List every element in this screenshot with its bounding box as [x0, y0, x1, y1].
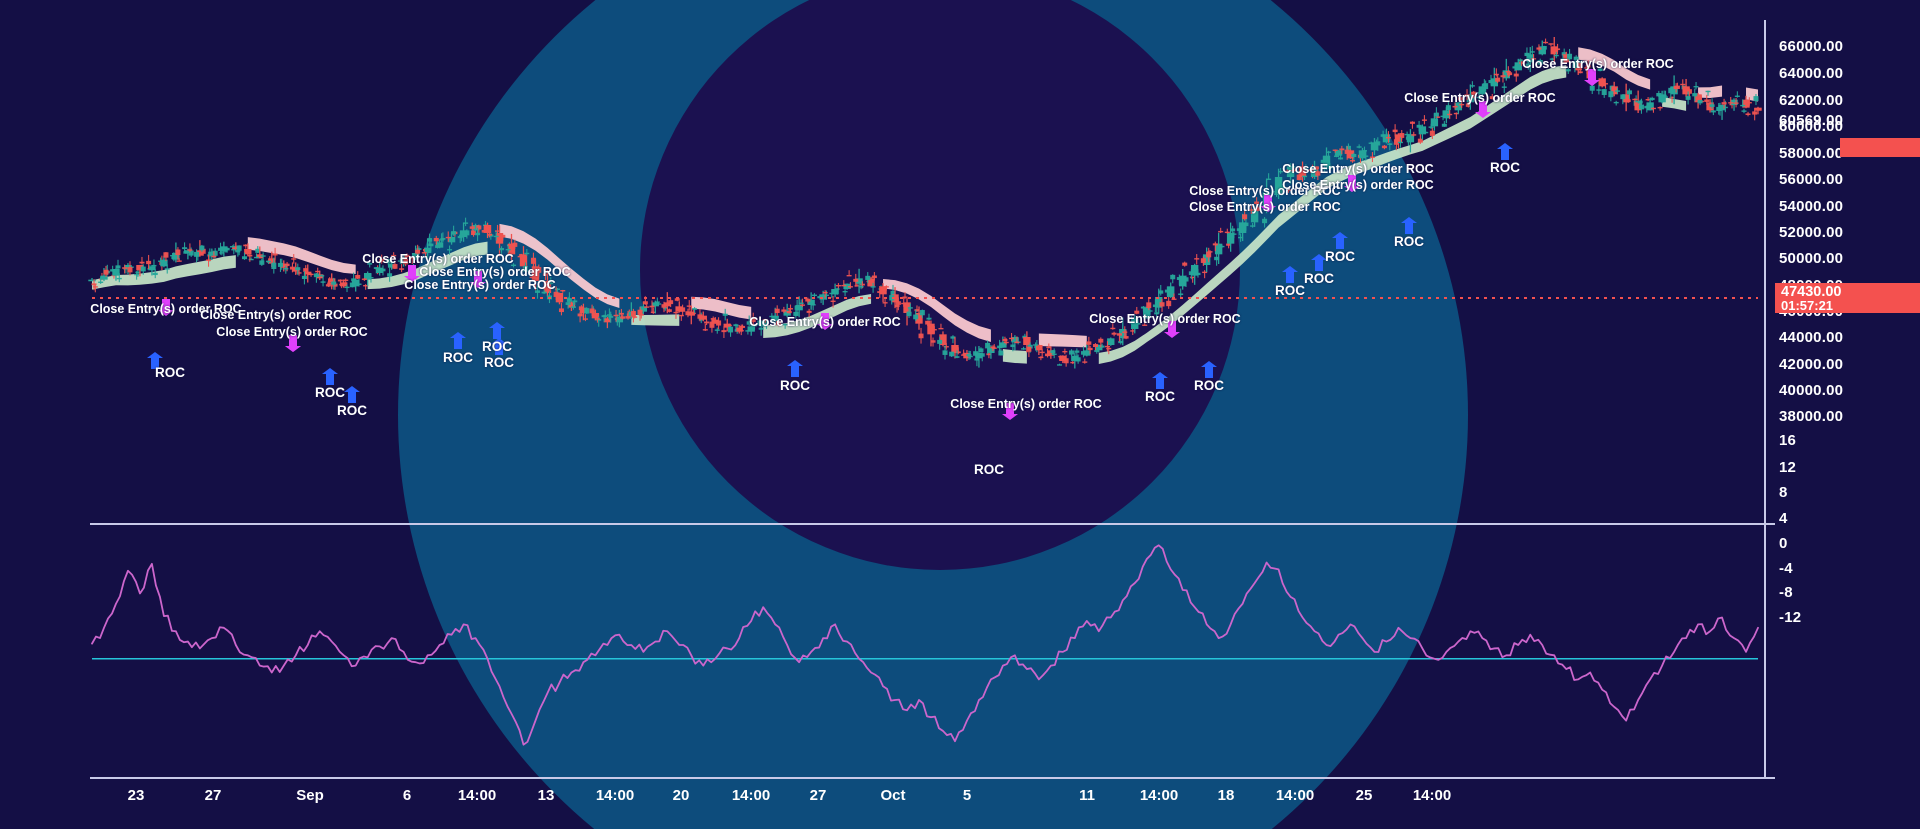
roc-annotation: ROC	[482, 339, 512, 354]
price-axis-tick: 56000.00	[1779, 171, 1844, 188]
time-axis-tick: 5	[962, 787, 972, 804]
price-axis-tick: 38000.00	[1779, 408, 1844, 425]
roc-annotation: ROC	[337, 403, 367, 418]
time-axis-tick: 14:00	[731, 787, 771, 804]
roc-axis-tick: 12	[1779, 459, 1797, 476]
price-axis-tick: 60000.00	[1779, 118, 1844, 135]
close-entry-annotation: Close Entry(s) order ROC	[1282, 178, 1434, 192]
price-axis-tick: 54000.00	[1779, 198, 1844, 215]
time-axis-tick: 14:00	[1412, 787, 1452, 804]
current-price-value: 47430.00	[1781, 284, 1842, 300]
roc-annotation: ROC	[1394, 234, 1424, 249]
close-entry-annotation: Close Entry(s) order ROC	[200, 308, 352, 322]
time-axis-tick: 23	[127, 787, 145, 804]
close-entry-annotation: Close Entry(s) order ROC	[1189, 184, 1341, 198]
roc-axis-tick: 8	[1779, 484, 1788, 501]
roc-axis-tick: -8	[1779, 584, 1793, 601]
close-entry-annotation: Close Entry(s) order ROC	[1522, 57, 1674, 71]
time-axis-tick: 25	[1355, 787, 1373, 804]
price-axis-tick: 62000.00	[1779, 92, 1844, 109]
close-entry-annotation: Close Entry(s) order ROC	[1189, 200, 1341, 214]
time-axis-tick: 11	[1079, 787, 1095, 804]
roc-annotation: ROC	[974, 462, 1004, 477]
time-axis-tick: 18	[1217, 787, 1235, 804]
last-price-value: 60569.00	[1779, 112, 1844, 129]
last-price-highlight	[1840, 138, 1920, 157]
time-axis-tick: Sep	[296, 787, 324, 804]
roc-annotation: ROC	[315, 385, 345, 400]
roc-annotation: ROC	[1194, 378, 1224, 393]
price-axis-tick: 40000.00	[1779, 382, 1844, 399]
roc-axis-tick: 16	[1779, 432, 1797, 449]
time-axis-tick: 20	[672, 787, 690, 804]
close-entry-annotation: Close Entry(s) order ROC	[1282, 162, 1434, 176]
time-axis-tick: 6	[402, 787, 412, 804]
roc-annotation: ROC	[155, 365, 185, 380]
inner-circle-decoration	[640, 0, 1240, 570]
price-axis-tick: 66000.00	[1779, 38, 1844, 55]
close-entry-annotation: Close Entry(s) order ROC	[362, 252, 514, 266]
time-axis-tick: 14:00	[1139, 787, 1179, 804]
roc-annotation: ROC	[484, 355, 514, 370]
roc-annotation: ROC	[1325, 249, 1355, 264]
price-chart-svg	[88, 36, 1762, 420]
close-entry-annotation: Close Entry(s) order ROC	[950, 397, 1102, 411]
time-axis-tick: 27	[809, 787, 827, 804]
close-entry-annotation: Close Entry(s) order ROC	[1089, 312, 1241, 326]
roc-axis-tick: -4	[1779, 560, 1793, 577]
price-axis-tick: 64000.00	[1779, 65, 1844, 82]
price-axis-line	[1764, 20, 1766, 777]
panel-divider	[90, 523, 1775, 525]
close-entry-annotation: Close Entry(s) order ROC	[404, 278, 556, 292]
time-axis-tick: 14:00	[1275, 787, 1315, 804]
price-axis-tick: 52000.00	[1779, 224, 1844, 241]
roc-chart-svg	[91, 544, 1759, 746]
close-entry-annotation: Close Entry(s) order ROC	[216, 325, 368, 339]
time-axis-tick: Oct	[880, 787, 906, 804]
current-price-tag[interactable]: 47430.00 01:57:21	[1775, 283, 1920, 313]
time-axis-tick: 13	[537, 787, 555, 804]
price-axis-tick: 42000.00	[1779, 356, 1844, 373]
roc-annotation: ROC	[1490, 160, 1520, 175]
roc-indicator-panel[interactable]	[0, 525, 1775, 775]
price-axis-tick: 58000.00	[1779, 145, 1844, 162]
close-entry-annotation: Close Entry(s) order ROC	[1404, 91, 1556, 105]
roc-annotation: ROC	[1145, 389, 1175, 404]
roc-annotation: ROC	[1304, 271, 1334, 286]
time-axis-tick: 14:00	[457, 787, 497, 804]
price-axis-tick: 44000.00	[1779, 329, 1844, 346]
close-entry-annotation: Close Entry(s) order ROC	[90, 302, 242, 316]
price-countdown: 01:57:21	[1781, 298, 1834, 313]
roc-annotation: ROC	[780, 378, 810, 393]
price-axis-tick: 50000.00	[1779, 250, 1844, 267]
roc-axis-tick: 0	[1779, 535, 1788, 552]
roc-annotation: ROC	[443, 350, 473, 365]
roc-annotation: ROC	[1275, 283, 1305, 298]
close-entry-annotation: Close Entry(s) order ROC	[419, 265, 571, 279]
roc-axis-tick: 4	[1779, 510, 1788, 527]
price-chart-panel[interactable]	[0, 0, 1775, 430]
roc-axis-tick: -12	[1779, 609, 1802, 626]
time-axis-line	[90, 777, 1775, 779]
time-axis-tick: 14:00	[595, 787, 635, 804]
time-axis-tick: 27	[204, 787, 222, 804]
close-entry-annotation: Close Entry(s) order ROC	[749, 315, 901, 329]
